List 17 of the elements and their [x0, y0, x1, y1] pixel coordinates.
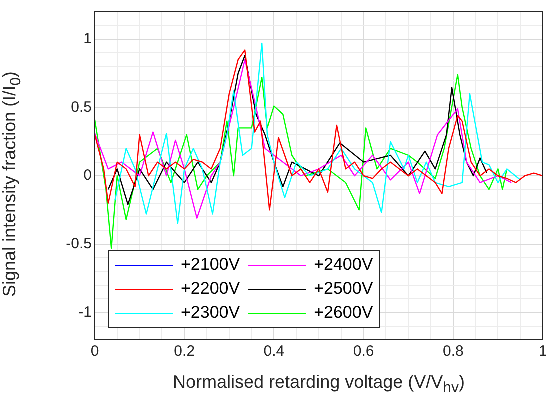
- legend-label: +2500V: [314, 279, 374, 299]
- x-tick-label: 0.4: [264, 343, 285, 360]
- legend-label: +2100V: [181, 255, 240, 275]
- legend-label: +2400V: [314, 255, 374, 275]
- x-axis-title: Normalised retarding voltage (V/V$_{hv}$): [172, 372, 466, 397]
- y-tick-label: -1: [78, 304, 92, 321]
- legend-label: +2600V: [314, 303, 374, 323]
- x-tick-label: 0.2: [174, 343, 196, 360]
- y-tick-label: 0.5: [71, 98, 92, 116]
- x-tick-label: 0.6: [353, 343, 374, 360]
- legend-label: +2300V: [181, 303, 240, 323]
- legend-label: +2200V: [181, 279, 240, 299]
- y-tick-label: -0.5: [66, 235, 92, 252]
- y-tick-label: 0: [84, 167, 92, 184]
- x-tick-label: 1: [538, 343, 548, 360]
- x-tick-label: 0.8: [442, 343, 464, 360]
- y-tick-label: 1: [84, 30, 92, 48]
